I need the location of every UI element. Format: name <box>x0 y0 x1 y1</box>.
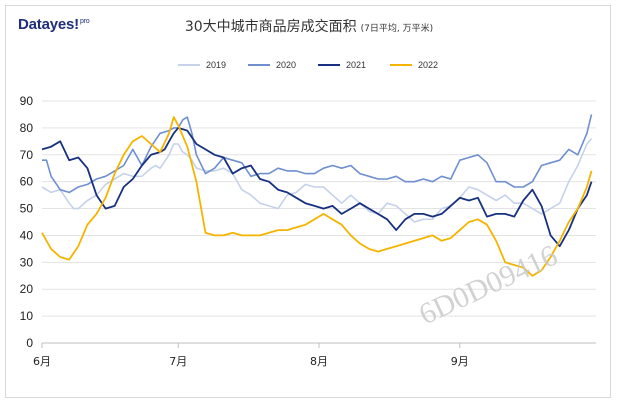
datayes-logo: Datayes!pro <box>18 16 90 33</box>
series-line-2019 <box>41 138 593 223</box>
y-tick-label: 70 <box>20 148 34 162</box>
chart-frame <box>5 5 611 398</box>
series-lines <box>41 114 593 277</box>
x-tick-label: 8月 <box>310 355 328 368</box>
chart-legend: 2019 2020 2021 2022 <box>178 60 438 70</box>
legend-label-2019: 2019 <box>206 60 226 70</box>
y-axis: 0 10 20 30 40 50 60 70 80 90 <box>20 94 34 350</box>
series-line-2022 <box>41 116 593 277</box>
y-tick-label: 10 <box>20 309 34 323</box>
grid-lines <box>42 100 596 344</box>
chart-title-block: 30大中城市商品房成交面积 (7日平均, 万平米) <box>0 16 618 36</box>
series-line-2021 <box>41 127 593 248</box>
watermark: 6D0D09416 <box>414 239 562 332</box>
series-line-2020 <box>42 114 593 194</box>
logo-sup: pro <box>79 18 90 25</box>
legend-label-2021: 2021 <box>346 60 366 70</box>
x-axis: 6月 7月 8月 9月 <box>33 342 596 368</box>
x-tick-label: 6月 <box>33 355 51 368</box>
chart-subtitle: (7日平均, 万平米) <box>360 24 434 34</box>
chart-title: 30大中城市商品房成交面积 <box>184 19 357 35</box>
y-tick-label: 60 <box>20 175 34 189</box>
y-tick-label: 80 <box>20 121 34 135</box>
y-tick-label: 90 <box>20 94 34 108</box>
legend-label-2020: 2020 <box>276 60 296 70</box>
legend-label-2022: 2022 <box>418 60 438 70</box>
x-tick-label: 7月 <box>169 355 187 368</box>
logo-text: Datayes! <box>18 16 79 33</box>
y-tick-label: 30 <box>20 255 34 269</box>
y-tick-label: 50 <box>20 202 34 216</box>
y-tick-label: 40 <box>20 228 34 242</box>
y-tick-label: 0 <box>26 336 33 350</box>
y-tick-label: 20 <box>20 282 34 296</box>
x-tick-label: 9月 <box>451 355 469 368</box>
